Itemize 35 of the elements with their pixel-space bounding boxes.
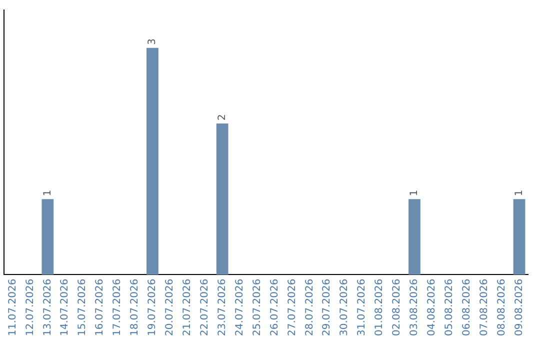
x-tick-label: 07.08.2026 — [478, 278, 490, 336]
x-tick-label: 29.07.2026 — [322, 278, 333, 336]
x-tick-label: 17.07.2026 — [112, 278, 124, 336]
x-tick-label: 03.08.2026 — [409, 278, 420, 336]
x-tick-label: 01.08.2026 — [374, 278, 386, 336]
x-tick-label: 18.07.2026 — [130, 278, 141, 336]
data-label: 2 — [216, 114, 228, 120]
x-tick-label: 21.07.2026 — [182, 278, 193, 336]
x-tick-label: 11.07.2026 — [7, 278, 18, 336]
x-tick-label: 19.07.2026 — [147, 278, 158, 336]
data-label: 1 — [409, 190, 420, 196]
x-tick-label: 06.08.2026 — [461, 278, 472, 336]
x-tick-label: 08.08.2026 — [496, 278, 508, 336]
x-tick-label: 12.07.2026 — [24, 278, 36, 336]
x-tick-label: 15.07.2026 — [77, 278, 88, 336]
x-tick-label: 26.07.2026 — [269, 278, 280, 336]
x-tick-label: 09.08.2026 — [514, 278, 525, 336]
data-label: 1 — [42, 190, 54, 196]
x-tick-label: 22.07.2026 — [199, 278, 210, 336]
x-tick-label: 24.07.2026 — [234, 278, 246, 336]
x-tick-label: 30.07.2026 — [339, 278, 350, 336]
x-tick-label: 16.07.2026 — [94, 278, 106, 336]
x-tick-label: 14.07.2026 — [60, 278, 71, 336]
x-tick-label: 27.07.2026 — [286, 278, 298, 336]
x-tick-label: 28.07.2026 — [304, 278, 316, 336]
data-label: 3 — [147, 38, 158, 45]
data-label: 1 — [514, 190, 525, 196]
x-tick-label: 04.08.2026 — [426, 278, 438, 336]
x-tick-label: 13.07.2026 — [42, 278, 54, 336]
x-tick-label: 05.08.2026 — [444, 278, 455, 336]
x-tick-label: 20.07.2026 — [164, 278, 176, 336]
x-tick-label: 02.08.2026 — [392, 278, 403, 336]
x-tick-label: 23.07.2026 — [216, 278, 228, 336]
x-tick-label: 25.07.2026 — [252, 278, 263, 336]
x-tick-label: 31.07.2026 — [356, 278, 368, 336]
